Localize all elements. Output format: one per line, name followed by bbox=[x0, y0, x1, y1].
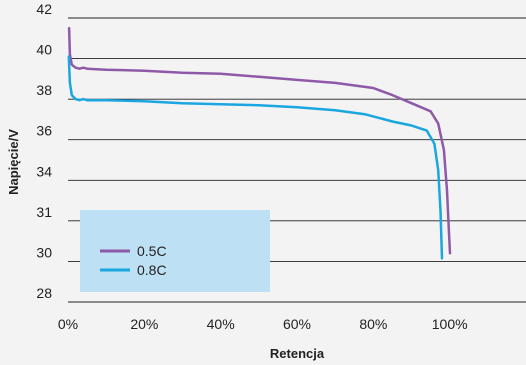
y-tick-label: 30 bbox=[36, 244, 52, 260]
x-tick-label: 40% bbox=[207, 316, 235, 332]
x-tick-label: 0% bbox=[58, 316, 78, 332]
x-tick-label: 60% bbox=[283, 316, 311, 332]
legend: 0.5C 0.8C bbox=[80, 210, 270, 292]
legend-label: 0.8C bbox=[137, 262, 167, 278]
series-line-0.8C bbox=[67, 55, 444, 260]
x-tick-label: 80% bbox=[359, 316, 387, 332]
x-tick-label: 20% bbox=[130, 316, 158, 332]
y-tick-label: 40 bbox=[36, 42, 52, 58]
x-tick-label: 100% bbox=[432, 316, 468, 332]
y-tick-label: 42 bbox=[36, 1, 52, 17]
y-tick-label: 31 bbox=[36, 204, 52, 220]
series-line-0.5C bbox=[67, 26, 452, 255]
y-tick-label: 34 bbox=[36, 163, 52, 179]
y-tick-label: 38 bbox=[36, 82, 52, 98]
y-axis-title: Napięcie/V bbox=[6, 129, 21, 195]
legend-label: 0.5C bbox=[137, 243, 167, 259]
series-lines bbox=[67, 26, 452, 260]
tick-labels: 28 30 31 34 36 38 40 42 0% 20% 40% 60% 80% 100% bbox=[36, 1, 467, 332]
y-tick-label: 36 bbox=[36, 123, 52, 139]
x-axis-title: Retencja bbox=[270, 346, 325, 361]
y-tick-label: 28 bbox=[36, 285, 52, 301]
